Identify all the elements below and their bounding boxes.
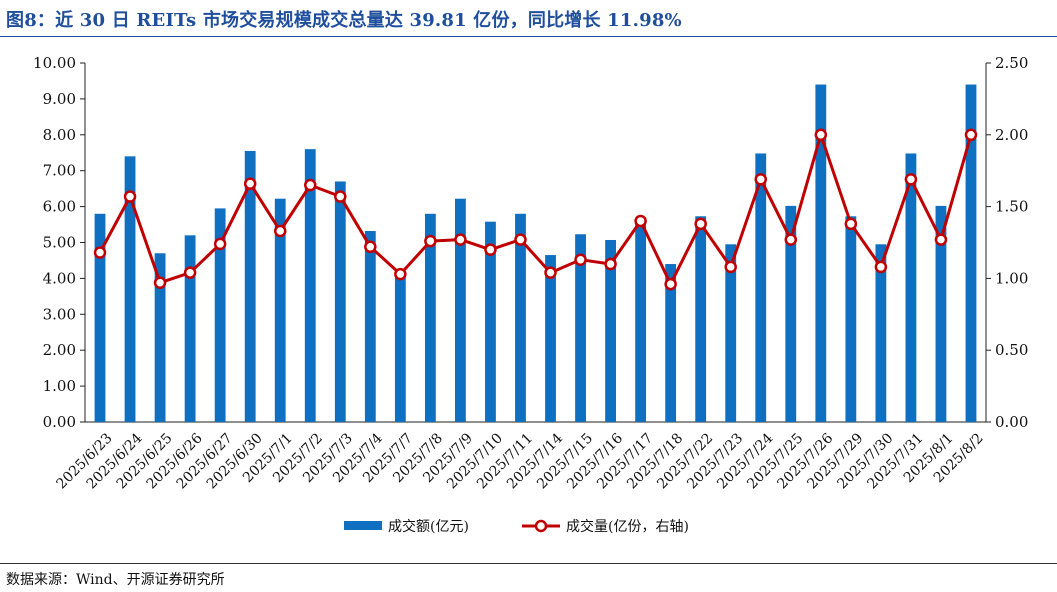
bar [515, 213, 526, 422]
line-point [574, 253, 587, 266]
line-point [694, 217, 707, 231]
y-left-tick-label: 3.00 [43, 305, 76, 323]
line-point [364, 240, 377, 254]
bar [755, 153, 767, 422]
legend-line-marker [534, 519, 548, 533]
y-right-tick-label: 1.00 [995, 269, 1028, 287]
legend-line-label: 成交量(亿份，右轴) [566, 518, 689, 535]
y-left-tick-label: 2.00 [43, 341, 76, 359]
line-point [213, 237, 227, 251]
bar [815, 84, 827, 422]
y-right-tick-label: 0.50 [995, 341, 1028, 359]
bar [875, 244, 887, 422]
bar [605, 239, 616, 422]
line-point [664, 277, 677, 291]
line-point [394, 267, 407, 281]
y-left-tick-label: 1.00 [43, 377, 76, 395]
line-point [304, 178, 317, 192]
y-left-tick-label: 0.00 [43, 413, 76, 431]
line-point [904, 173, 918, 186]
line-point [93, 246, 107, 259]
bar [845, 216, 857, 422]
legend-bar-swatch [344, 521, 382, 530]
line-point [604, 257, 617, 271]
bar-series [94, 84, 977, 422]
bar [184, 235, 196, 422]
bar [575, 234, 586, 422]
bar [304, 149, 316, 422]
bar [214, 208, 226, 422]
legend-bar-label: 成交额(亿元) [388, 518, 469, 535]
legend: 成交额(亿元) 成交量(亿份，右轴) [344, 518, 689, 535]
line-point [243, 177, 257, 190]
bar [785, 205, 797, 422]
series-line [98, 133, 973, 286]
title-bar: 图8：近 30 日 REITs 市场交易规模成交总量达 39.81 亿份，同比增… [0, 0, 1057, 38]
x-tick-labels: 2025/6/232025/6/242025/6/252025/6/262025… [54, 430, 987, 492]
bar [455, 198, 466, 422]
line-point [634, 214, 647, 228]
bar [545, 255, 556, 422]
line-point [814, 128, 828, 142]
line-point [273, 224, 287, 238]
bar [394, 274, 406, 422]
y-left-tick-label: 5.00 [43, 234, 76, 252]
chart: 0.00 1.00 2.00 3.00 4.00 5.00 6.00 7.00 8.00 9.00… [33, 54, 1028, 535]
line-point [964, 128, 978, 142]
line-point [754, 173, 767, 186]
bar [94, 213, 106, 422]
line-point [934, 233, 948, 246]
y-left-tick-label: 6.00 [43, 198, 76, 216]
y-left-tick-label: 7.00 [43, 162, 76, 180]
line-point [334, 190, 347, 203]
bar [364, 231, 376, 422]
bar [274, 198, 286, 422]
line-point [844, 217, 858, 231]
bar [124, 156, 136, 422]
title-rule [0, 36, 1057, 37]
y-right-tick-label: 2.50 [995, 54, 1028, 72]
bar [725, 244, 737, 422]
axes: 0.00 1.00 2.00 3.00 4.00 5.00 6.00 7.00 8.00 9.00… [33, 54, 1028, 431]
y-left-tick-label: 9.00 [43, 90, 76, 108]
bar [154, 253, 166, 422]
line-point [153, 276, 167, 289]
line-point [183, 266, 197, 279]
y-left-tick-label: 4.00 [43, 269, 76, 287]
line-point [514, 233, 527, 246]
line-point [784, 233, 798, 246]
line-point [424, 234, 437, 248]
line-series [93, 128, 978, 291]
bar [635, 220, 647, 422]
bar [485, 221, 496, 422]
y-right-tick-label: 2.00 [995, 126, 1028, 144]
y-left-tick-label: 8.00 [43, 126, 76, 144]
bar [424, 213, 436, 422]
line-point [123, 190, 137, 203]
line-point [874, 260, 888, 274]
y-left-tick-label: 10.00 [33, 54, 76, 72]
bar [935, 205, 947, 422]
y-right-tick-label: 1.50 [995, 198, 1028, 216]
line-point [454, 233, 467, 246]
footer-rule [0, 563, 1057, 564]
line-point [484, 243, 497, 256]
bar [905, 153, 917, 422]
bar [334, 181, 346, 422]
bar [244, 150, 256, 422]
line-point [544, 266, 557, 279]
bar [695, 216, 707, 422]
chart-title: 图8：近 30 日 REITs 市场交易规模成交总量达 39.81 亿份，同比增… [6, 10, 682, 31]
line-point [724, 260, 737, 274]
y-right-tick-label: 0.00 [995, 413, 1028, 431]
bar [665, 264, 677, 422]
bar [965, 84, 977, 422]
source-note: 数据来源：Wind、开源证券研究所 [6, 572, 225, 588]
